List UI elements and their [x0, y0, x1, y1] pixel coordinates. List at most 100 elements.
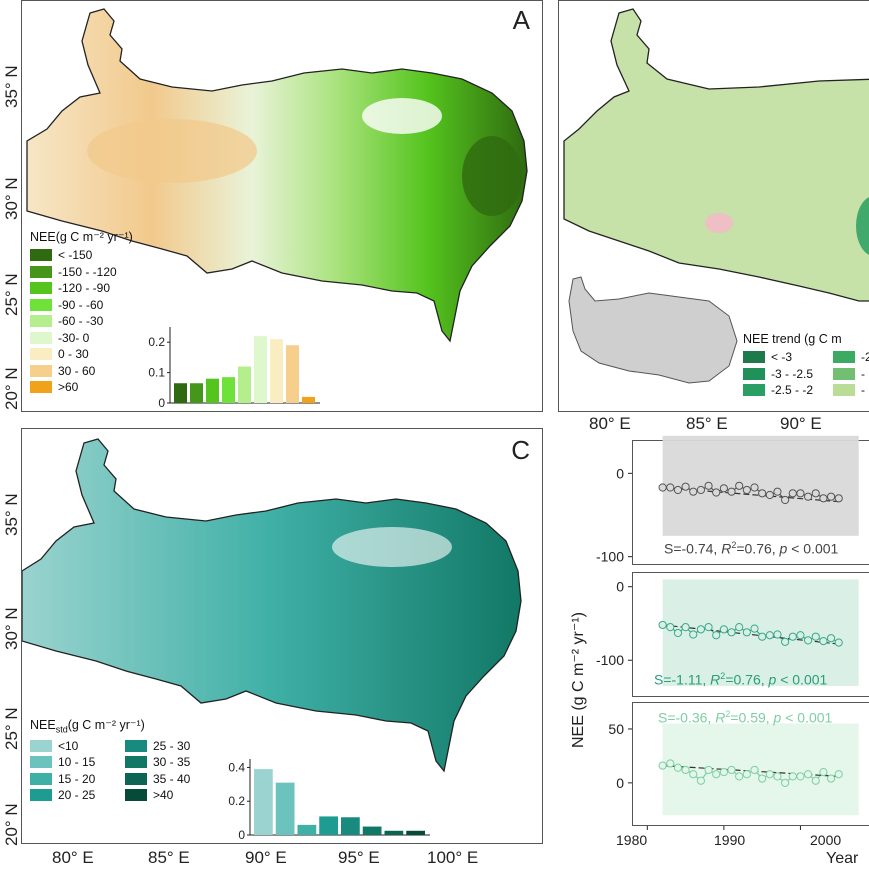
lon-label-85-b: 85° E — [686, 414, 728, 433]
panel-b-legend-item: -2.5 - -2 — [743, 382, 833, 399]
hist-a-bar — [238, 366, 251, 403]
hist-a-bar — [254, 336, 267, 403]
panel-b-legend-swatch — [743, 351, 765, 364]
panel-b-legend-label: - — [861, 366, 865, 381]
panel-c-legend-title-main: NEE — [30, 718, 56, 732]
ts-stat-2-r-sup: 2 — [720, 671, 726, 681]
ts-stat-1-r: R — [721, 540, 732, 557]
panel-b-legend-swatch — [743, 384, 765, 397]
panel-b-legend-item: - — [833, 366, 869, 383]
panel-c-legend-item: 35 - 40 — [125, 771, 220, 788]
panel-a-legend-item: < -150 — [30, 247, 133, 264]
panel-b-legend-item: -3 - -2.5 — [743, 366, 833, 383]
hist-a-bar — [302, 396, 315, 403]
panel-a-inset-histogram: 0 0.1 0.2 — [148, 327, 320, 410]
panel-a-legend-label: -120 - -90 — [58, 281, 111, 296]
hist-a-y-tick-label: 0.2 — [148, 335, 165, 349]
ts-stat-2: S=-1.11, R2=0.76, p < 0.001 — [654, 671, 827, 688]
panel-c-legend-swatch — [125, 789, 147, 802]
lon-label-95: 95° E — [338, 848, 380, 867]
panel-a-legend-label: -90 - -60 — [58, 297, 104, 312]
ts-stat-1-r-rest: =0.76, — [736, 540, 780, 557]
panel-a-legend-swatch — [30, 331, 52, 344]
panel-a-legend-label: < -150 — [58, 248, 93, 263]
ts-stat-3-p-rest: < 0.001 — [781, 709, 833, 726]
ts3-y-tick-label: 0 — [616, 775, 624, 791]
panel-c-legend-swatch — [125, 772, 147, 785]
panel-a-legend-item: -120 - -90 — [30, 280, 133, 297]
panel-a-legend-label: -30- 0 — [58, 330, 90, 345]
panel-c-legend-title-sub: std — [55, 724, 68, 735]
panel-c-legend-swatch — [30, 789, 52, 802]
panel-a-legend-swatch — [30, 298, 52, 311]
ts-ylabel: NEE (g C m⁻² yr⁻¹) — [570, 612, 587, 748]
ts2-y-tick-label: 0 — [616, 579, 624, 595]
panel-a-legend-label: >60 — [58, 380, 79, 395]
panel-a-map-svg — [26, 8, 528, 343]
hist-c-y-tick-label: 0 — [238, 828, 245, 841]
lat-label-20-c: 20° N — [2, 803, 21, 846]
panel-c-legend: NEEstd(g C m⁻² yr⁻¹) <10 25 - 30 10 - 15 30… — [30, 717, 220, 804]
lon-label-90-b: 90° E — [780, 414, 822, 433]
ts-stat-1-r-sup: 2 — [731, 540, 737, 550]
panel-a-letter: A — [512, 5, 530, 35]
panel-c-legend-label: 10 - 15 — [58, 755, 96, 770]
hist-a-bar — [174, 383, 187, 403]
panel-c-legend-swatch — [125, 756, 147, 769]
panel-c-legend-label: 35 - 40 — [153, 771, 191, 786]
panel-c-legend-item: 30 - 35 — [125, 754, 220, 771]
panel-b-legend-label: -3 - -2.5 — [771, 366, 814, 381]
hist-c-y-tick-label: 0.2 — [228, 794, 245, 808]
hist-c-bar — [275, 782, 295, 835]
lon-label-80-b: 80° E — [589, 414, 631, 433]
hist-c-bar — [319, 816, 338, 835]
panel-a-legend-swatch — [30, 282, 52, 295]
hist-a-bar — [190, 383, 203, 403]
ts-xtick-2000: 2000 — [810, 832, 842, 848]
lat-label-20: 20° N — [2, 367, 21, 410]
panel-a-legend-swatch — [30, 249, 52, 262]
white-patch-a — [362, 98, 442, 134]
hist-c-bar — [341, 817, 360, 835]
panel-c-legend-label: <10 — [58, 738, 79, 753]
ts-stat-3-r-rest: =0.59, — [730, 709, 774, 726]
panel-b-legend-label: -2 — [861, 350, 869, 365]
lon-label-80: 80° E — [52, 848, 94, 867]
lat-label-30-c: 30° N — [2, 607, 21, 650]
panel-b-legend-swatch — [833, 384, 855, 397]
ts-stat-3-r: R — [715, 709, 726, 726]
panel-b-legend-label: - — [861, 383, 865, 398]
ts-stat-1-p-rest: < 0.001 — [787, 540, 839, 557]
hist-c-bar — [406, 830, 425, 835]
panel-c-inset-histogram: 0 0.2 0.4 — [228, 759, 430, 841]
panel-c-legend-swatch — [30, 756, 52, 769]
hist-a-bar — [270, 339, 283, 403]
hist-a-bar — [286, 345, 299, 403]
tibet-plateau-shape-c — [22, 438, 522, 773]
panel-c-legend-swatch — [125, 739, 147, 752]
lon-label-90: 90° E — [245, 848, 287, 867]
panel-c-map-svg — [22, 438, 522, 773]
panel-a-legend-item: -60 - -30 — [30, 313, 133, 330]
panel-c-letter: C — [511, 435, 530, 465]
panel-c-legend-label: 15 - 20 — [58, 771, 96, 786]
lat-label-35-c: 35° N — [2, 493, 21, 536]
panel-a-map: A NEE(g C m⁻² yr⁻¹) < -150 -150 - -120 -12… — [21, 0, 543, 412]
panel-c-legend-item: <10 — [30, 738, 125, 755]
ts-stat-3-p: p — [773, 709, 782, 726]
panel-a-legend-label: -150 - -120 — [58, 264, 117, 279]
panel-c-legend-item: 10 - 15 — [30, 754, 125, 771]
hist-c-bar — [297, 824, 317, 835]
panel-a-legend-swatch — [30, 381, 52, 394]
mini-map-gray — [568, 276, 738, 384]
panel-a-legend-label: -60 - -30 — [58, 314, 104, 329]
hist-a-y-tick-label: 0 — [158, 396, 165, 410]
ts1-y-tick-label: 0 — [616, 465, 624, 481]
panel-a-legend-item: -90 - -60 — [30, 297, 133, 314]
panel-b-legend-item: - — [833, 382, 869, 399]
panel-b-legend-swatch — [833, 367, 855, 380]
panel-c-legend-label: >40 — [153, 788, 174, 803]
ts-xlabel: Year — [826, 850, 859, 867]
ts-stat-3-s: S=-0.36, — [658, 709, 716, 726]
ts-stat-2-r-rest: =0.76, — [725, 671, 769, 688]
